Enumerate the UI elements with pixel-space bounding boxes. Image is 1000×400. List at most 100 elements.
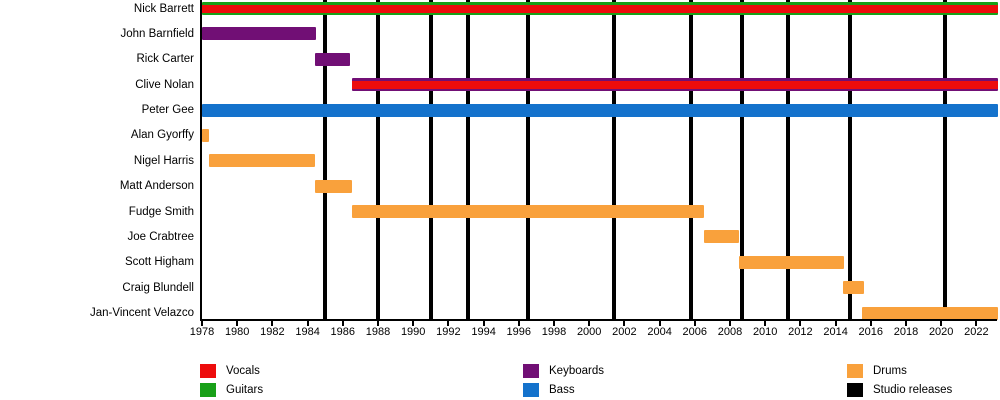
member-label: Joe Crabtree [127, 230, 194, 243]
legend-item-guitars: Guitars [200, 382, 360, 398]
legend-label: Studio releases [873, 383, 953, 396]
studio-release-line [525, 0, 530, 320]
x-axis-tick-label: 2016 [858, 326, 884, 338]
member-bar-drums [314, 179, 352, 193]
x-axis-tick [201, 321, 203, 326]
member-bar-keyboards [202, 27, 317, 41]
x-axis-tick [588, 321, 591, 326]
x-axis-tick-label: 2020 [928, 326, 954, 338]
x-axis-tick-label: 2006 [682, 326, 708, 338]
legend-label: Guitars [226, 383, 264, 396]
x-axis-tick-label: 2000 [576, 326, 602, 338]
member-bar-drums [209, 154, 315, 168]
legend-label: Vocals [226, 365, 260, 377]
x-axis-tick [834, 321, 837, 326]
legend-item-vocals: Vocals [200, 363, 360, 379]
y-axis-line [200, 0, 202, 321]
legend-swatch-guitars [200, 382, 216, 397]
member-bar-drums [862, 306, 998, 320]
member-label: Peter Gee [141, 104, 194, 116]
x-axis-tick [271, 321, 274, 326]
x-axis-tick-label: 2002 [612, 326, 637, 338]
x-axis-tick [764, 321, 767, 326]
x-axis-tick-label: 1982 [260, 326, 285, 338]
legend-swatch-keyboards [523, 364, 539, 378]
studio-release-line [428, 0, 433, 320]
legend-swatch-vocals [200, 364, 216, 378]
x-axis-line [200, 319, 997, 321]
member-bar-drums [738, 255, 845, 269]
legend-label: Bass [549, 383, 575, 396]
member-bar-drums [202, 128, 210, 142]
studio-release-line [689, 0, 694, 320]
x-axis-tick [729, 321, 731, 326]
x-axis-tick [799, 321, 802, 326]
x-axis-tick [377, 321, 379, 326]
member-label: Scott Higham [124, 256, 194, 269]
x-axis-tick-label: 2014 [823, 326, 848, 338]
x-axis-tick-label: 2022 [964, 326, 989, 338]
studio-release-line [740, 0, 745, 320]
x-axis-tick-label: 2012 [788, 326, 813, 338]
member-bar-drums [703, 230, 739, 244]
legend-item-keyboards: Keyboards [523, 363, 683, 379]
studio-release-line [942, 0, 947, 320]
studio-release-line [376, 0, 380, 320]
x-axis-tick-label: 1992 [436, 326, 461, 338]
x-axis-tick [975, 321, 978, 326]
studio-release-line [323, 0, 328, 320]
x-axis-tick [623, 321, 626, 326]
x-axis-tick [905, 321, 907, 326]
x-axis-tick [693, 321, 696, 326]
legend-item-bass: Bass [523, 382, 683, 398]
x-axis-tick-label: 1980 [224, 326, 250, 338]
studio-release-line [611, 0, 616, 320]
member-bar-stripe-vocals [351, 80, 998, 89]
x-axis-tick [658, 321, 661, 326]
legend-item-releases: Studio releases [847, 382, 1000, 398]
member-bar-drums [842, 281, 864, 295]
x-axis-tick-label: 1988 [365, 326, 391, 338]
legend-swatch-bass [523, 382, 539, 397]
member-label: Nigel Harris [133, 154, 194, 167]
x-axis-tick-label: 2008 [717, 326, 743, 338]
studio-release-line [786, 0, 791, 320]
member-bar-keyboards [314, 52, 350, 66]
x-axis-tick [869, 321, 872, 326]
x-axis-tick-label: 1996 [506, 326, 532, 338]
x-axis-tick [306, 321, 309, 326]
x-axis-tick [412, 321, 415, 326]
x-axis-tick-label: 1978 [189, 326, 215, 338]
x-axis-tick-label: 2004 [647, 326, 672, 338]
x-axis-tick-label: 2018 [893, 326, 919, 338]
x-axis-tick [517, 321, 520, 326]
member-label: Nick Barrett [133, 2, 194, 15]
x-axis-tick-label: 1998 [541, 326, 567, 338]
member-label: Alan Gyorffy [130, 129, 194, 142]
x-axis-tick [482, 321, 485, 326]
legend-item-drums: Drums [847, 363, 1000, 379]
legend-swatch-releases [847, 382, 863, 397]
legend-swatch-drums [847, 364, 863, 378]
member-label: Jan-Vincent Velazco [90, 307, 194, 319]
member-bar-drums [351, 205, 704, 218]
member-label: Craig Blundell [122, 281, 194, 294]
studio-release-line [465, 0, 470, 320]
member-label: Rick Carter [136, 53, 194, 66]
x-axis-tick [447, 321, 450, 326]
member-label: Fudge Smith [128, 205, 194, 218]
x-axis-tick-label: 2010 [752, 326, 778, 338]
x-axis-tick-label: 1990 [400, 326, 426, 338]
x-axis-tick-label: 1984 [295, 326, 320, 338]
x-axis-tick [236, 321, 239, 326]
legend-label: Drums [873, 365, 907, 377]
x-axis-tick-label: 1994 [471, 326, 496, 338]
member-label: John Barnfield [120, 27, 194, 40]
x-axis-tick [553, 321, 555, 326]
member-bar-stripe-vocals [202, 4, 998, 13]
member-label: Matt Anderson [119, 180, 194, 193]
member-bar-bass [202, 103, 998, 117]
x-axis-tick-label: 1986 [330, 326, 356, 338]
studio-release-line [847, 0, 852, 320]
